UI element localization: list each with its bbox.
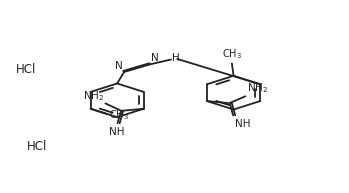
Text: N: N	[115, 61, 123, 71]
Text: NH$_2$: NH$_2$	[247, 82, 268, 95]
Text: NH$_2$: NH$_2$	[82, 89, 104, 103]
Text: CH$_3$: CH$_3$	[222, 48, 242, 61]
Text: HCl: HCl	[27, 140, 47, 153]
Text: N: N	[151, 53, 159, 63]
Text: CH$_3$: CH$_3$	[109, 108, 129, 122]
Text: NH: NH	[235, 119, 251, 129]
Text: HCl: HCl	[16, 63, 37, 76]
Text: NH: NH	[109, 127, 125, 137]
Text: H: H	[172, 53, 180, 63]
